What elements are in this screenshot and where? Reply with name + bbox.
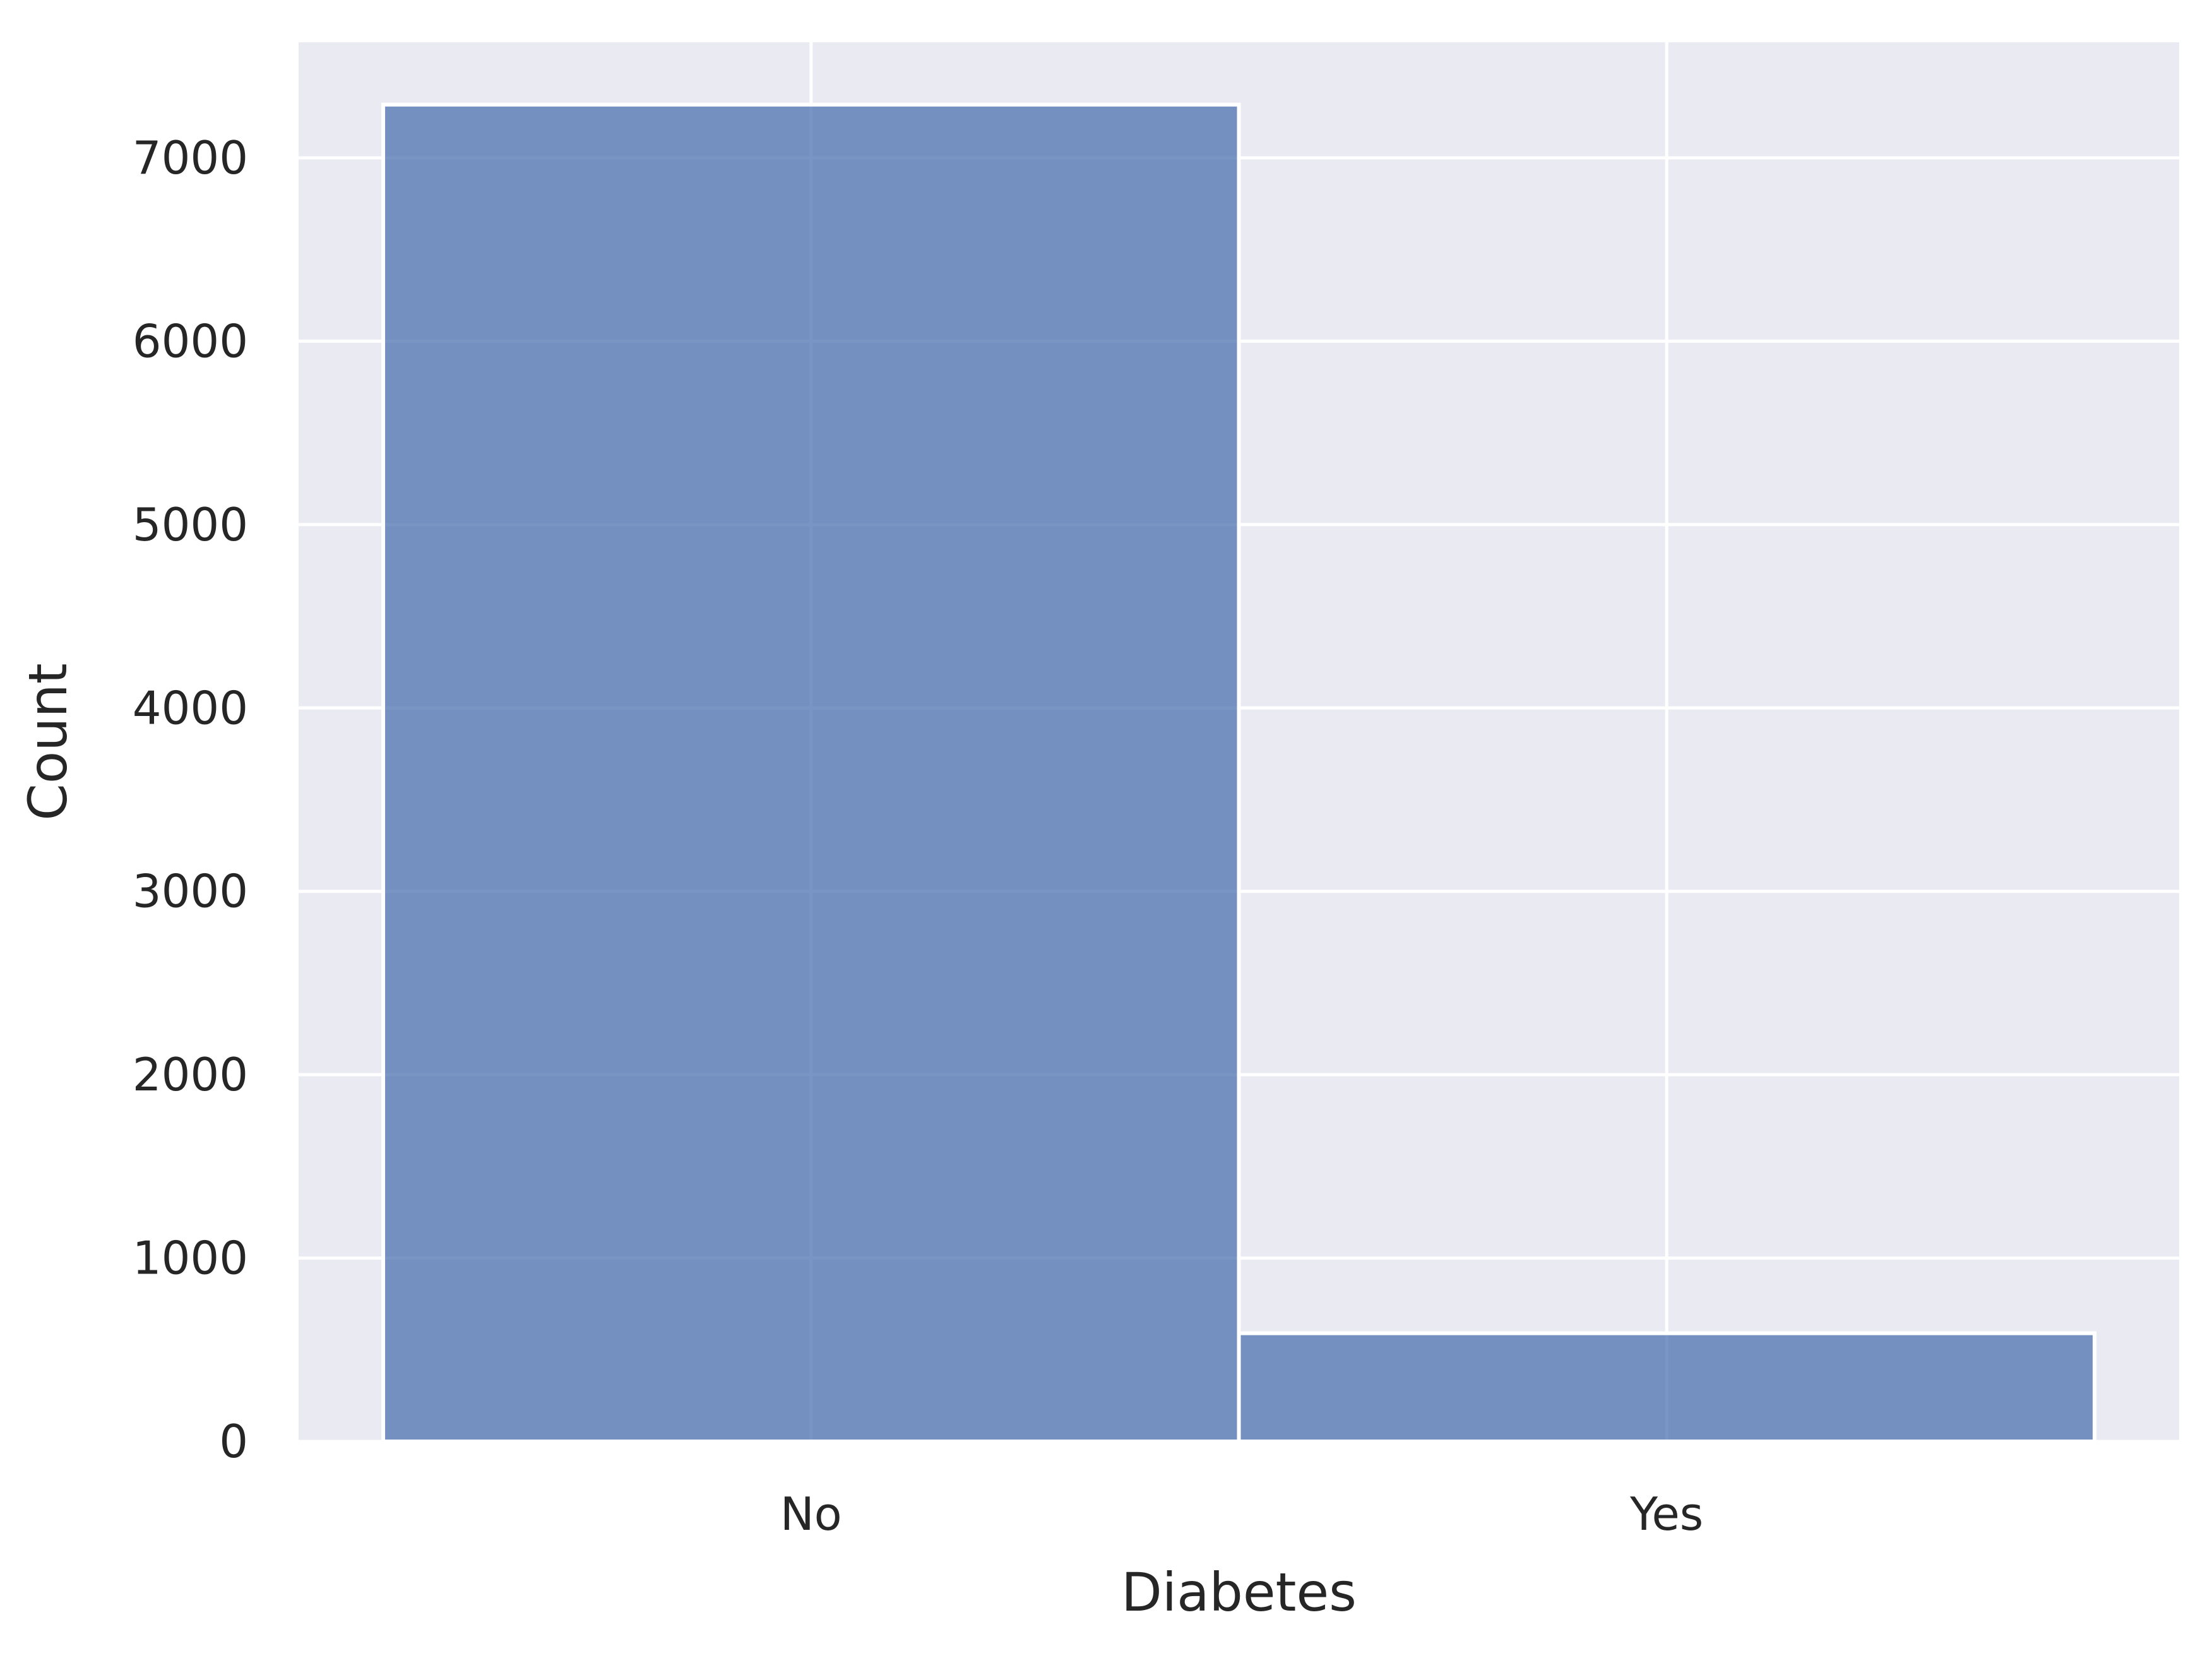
y-axis-label: Count [17,663,79,820]
bar-no [381,102,1241,1443]
y-tick-label: 1000 [133,1232,248,1285]
x-axis-label: Diabetes [1121,1561,1357,1623]
y-tick-label: 6000 [133,314,248,367]
y-tick-label: 5000 [133,498,248,551]
x-axis-ticks: No Yes [780,1488,1704,1541]
bar-yes [1237,1331,2096,1443]
bars [381,102,2096,1443]
x-tick-label: Yes [1629,1488,1703,1541]
y-tick-label: 4000 [133,681,248,734]
y-tick-label: 2000 [133,1048,248,1101]
y-tick-label: 0 [219,1415,248,1468]
y-tick-label: 3000 [133,865,248,918]
y-tick-label: 7000 [133,131,248,184]
x-tick-label: No [780,1488,842,1541]
y-axis-ticks: 0 1000 2000 3000 4000 5000 6000 7000 [133,131,248,1468]
